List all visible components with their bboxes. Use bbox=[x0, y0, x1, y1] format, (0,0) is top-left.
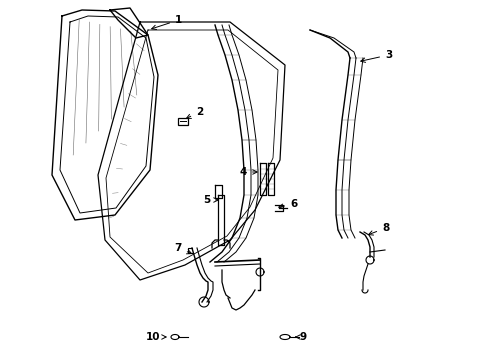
Text: 3: 3 bbox=[361, 50, 392, 62]
Bar bbox=[178, 118, 188, 125]
Text: 8: 8 bbox=[368, 223, 389, 235]
Text: 2: 2 bbox=[187, 107, 203, 118]
Text: 7: 7 bbox=[174, 243, 192, 254]
Text: 9: 9 bbox=[300, 332, 307, 342]
Text: 4: 4 bbox=[240, 167, 257, 177]
Text: 10: 10 bbox=[146, 332, 160, 342]
Text: 6: 6 bbox=[279, 199, 297, 209]
Text: 1: 1 bbox=[152, 15, 182, 30]
Text: 5: 5 bbox=[203, 195, 218, 205]
